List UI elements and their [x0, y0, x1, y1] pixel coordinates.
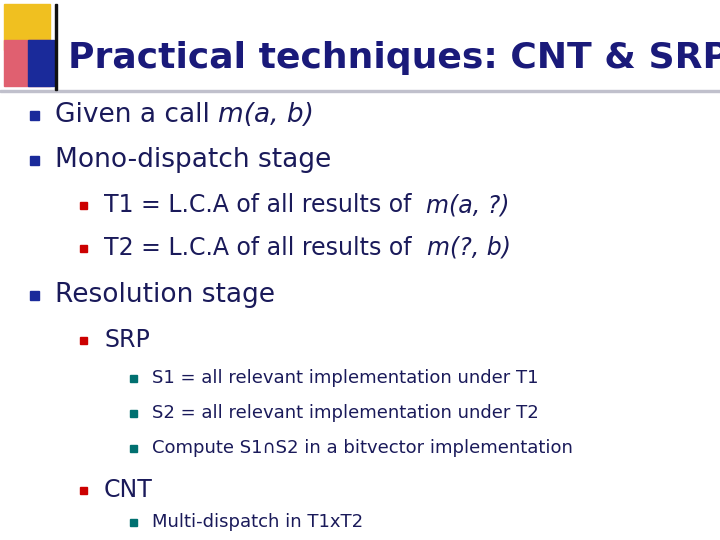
- Text: m(?, b): m(?, b): [427, 236, 510, 260]
- Bar: [4, 40, 50, 86]
- Text: CNT: CNT: [104, 478, 153, 502]
- Text: S1 = all relevant implementation under T1: S1 = all relevant implementation under T…: [152, 369, 539, 387]
- Bar: [80, 336, 87, 343]
- Bar: [80, 201, 87, 208]
- Bar: [28, 40, 54, 86]
- Text: Given a call: Given a call: [55, 102, 218, 128]
- Bar: [130, 444, 137, 451]
- Text: Resolution stage: Resolution stage: [55, 282, 275, 308]
- Bar: [0, 90, 720, 91]
- Text: S2 = all relevant implementation under T2: S2 = all relevant implementation under T…: [152, 404, 539, 422]
- Bar: [80, 487, 87, 494]
- Bar: [130, 375, 137, 381]
- Text: Multi-dispatch in T1xT2: Multi-dispatch in T1xT2: [152, 513, 363, 531]
- Bar: [30, 156, 39, 165]
- Bar: [55, 4, 57, 90]
- Text: Compute S1∩S2 in a bitvector implementation: Compute S1∩S2 in a bitvector implementat…: [152, 439, 573, 457]
- Text: SRP: SRP: [104, 328, 150, 352]
- Text: T1 = L.C.A of all results of: T1 = L.C.A of all results of: [104, 193, 426, 217]
- Bar: [80, 245, 87, 252]
- Bar: [30, 291, 39, 300]
- Text: Practical techniques: CNT & SRP: Practical techniques: CNT & SRP: [68, 41, 720, 75]
- Text: T2 = L.C.A of all results of: T2 = L.C.A of all results of: [104, 236, 427, 260]
- Text: Mono-dispatch stage: Mono-dispatch stage: [55, 147, 331, 173]
- Bar: [30, 111, 39, 119]
- Bar: [4, 4, 50, 50]
- Bar: [130, 518, 137, 525]
- Bar: [130, 409, 137, 416]
- Text: m(a, ?): m(a, ?): [426, 193, 510, 217]
- Text: m(a, b): m(a, b): [218, 102, 314, 128]
